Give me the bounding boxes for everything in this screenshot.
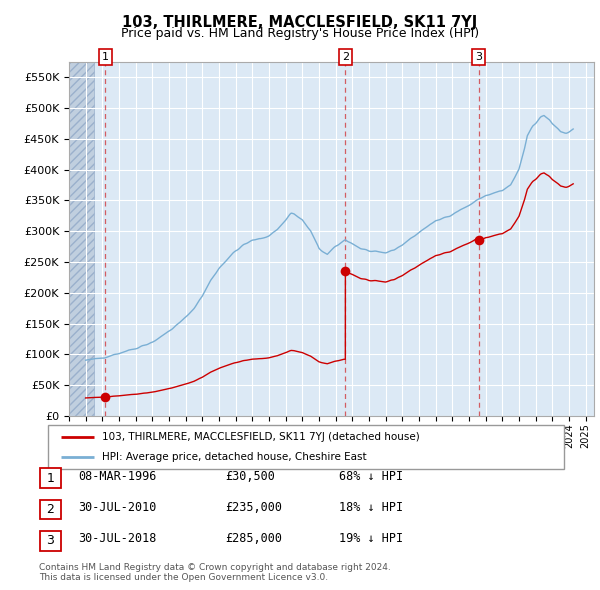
Text: £235,000: £235,000 [225, 501, 282, 514]
Text: 18% ↓ HPI: 18% ↓ HPI [339, 501, 403, 514]
Text: Price paid vs. HM Land Registry's House Price Index (HPI): Price paid vs. HM Land Registry's House … [121, 27, 479, 40]
Text: 103, THIRLMERE, MACCLESFIELD, SK11 7YJ: 103, THIRLMERE, MACCLESFIELD, SK11 7YJ [122, 15, 478, 30]
Text: 19% ↓ HPI: 19% ↓ HPI [339, 532, 403, 545]
Text: £285,000: £285,000 [225, 532, 282, 545]
Text: 3: 3 [475, 52, 482, 62]
Text: 1: 1 [102, 52, 109, 62]
Text: 3: 3 [46, 534, 55, 548]
FancyBboxPatch shape [40, 531, 61, 550]
Text: 30-JUL-2010: 30-JUL-2010 [78, 501, 157, 514]
Text: 2: 2 [342, 52, 349, 62]
Text: Contains HM Land Registry data © Crown copyright and database right 2024.
This d: Contains HM Land Registry data © Crown c… [39, 563, 391, 582]
Text: HPI: Average price, detached house, Cheshire East: HPI: Average price, detached house, Ches… [102, 452, 367, 462]
Text: 30-JUL-2018: 30-JUL-2018 [78, 532, 157, 545]
Text: 103, THIRLMERE, MACCLESFIELD, SK11 7YJ (detached house): 103, THIRLMERE, MACCLESFIELD, SK11 7YJ (… [102, 432, 420, 442]
Text: 2: 2 [46, 503, 55, 516]
Text: 1: 1 [46, 471, 55, 485]
Text: £30,500: £30,500 [225, 470, 275, 483]
Bar [69, 62, 94, 416]
FancyBboxPatch shape [48, 425, 564, 469]
Text: 68% ↓ HPI: 68% ↓ HPI [339, 470, 403, 483]
Text: 08-MAR-1996: 08-MAR-1996 [78, 470, 157, 483]
FancyBboxPatch shape [40, 468, 61, 488]
FancyBboxPatch shape [40, 500, 61, 519]
